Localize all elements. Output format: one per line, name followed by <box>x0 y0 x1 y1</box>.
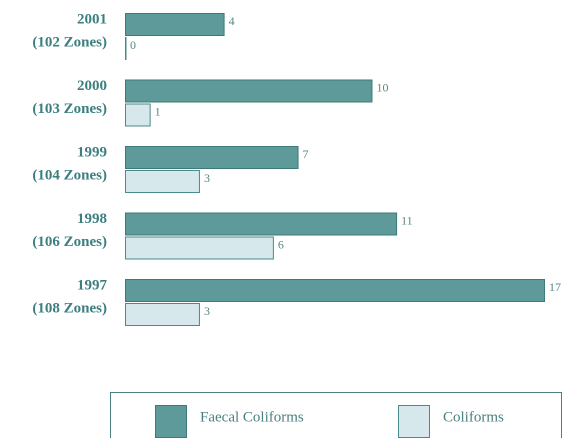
bar <box>125 279 545 302</box>
category-label: 1997 <box>77 277 108 293</box>
category-label: 2000 <box>77 78 107 94</box>
category-label: (104 Zones) <box>32 167 107 183</box>
legend-swatch <box>398 405 430 438</box>
category-label: (106 Zones) <box>32 234 107 250</box>
bar <box>125 146 299 169</box>
category-label: 1999 <box>77 144 107 160</box>
legend-label: Faecal Coliforms <box>200 409 304 425</box>
bar <box>125 13 225 36</box>
value-label: 3 <box>204 171 210 185</box>
category-label: 2001 <box>77 11 107 27</box>
bar <box>125 103 151 127</box>
value-label: 1 <box>155 104 161 118</box>
category-label: (103 Zones) <box>32 101 107 117</box>
category-label: (108 Zones) <box>32 300 107 316</box>
bar <box>125 303 200 326</box>
value-label: 6 <box>278 237 284 251</box>
bar <box>125 37 127 60</box>
legend-swatch <box>155 405 187 438</box>
bar <box>125 236 274 260</box>
value-label: 3 <box>204 304 210 318</box>
bar <box>125 212 398 236</box>
bar <box>125 170 200 193</box>
category-label: 1998 <box>77 211 107 227</box>
legend-label: Coliforms <box>443 409 504 425</box>
legend-box <box>110 392 562 438</box>
value-label: 11 <box>401 213 413 227</box>
value-label: 10 <box>376 80 388 94</box>
value-label: 4 <box>229 14 235 28</box>
value-label: 7 <box>303 147 309 161</box>
category-label: (102 Zones) <box>32 34 107 50</box>
value-label: 0 <box>130 38 136 52</box>
value-label: 17 <box>549 280 561 294</box>
bar <box>125 79 373 103</box>
